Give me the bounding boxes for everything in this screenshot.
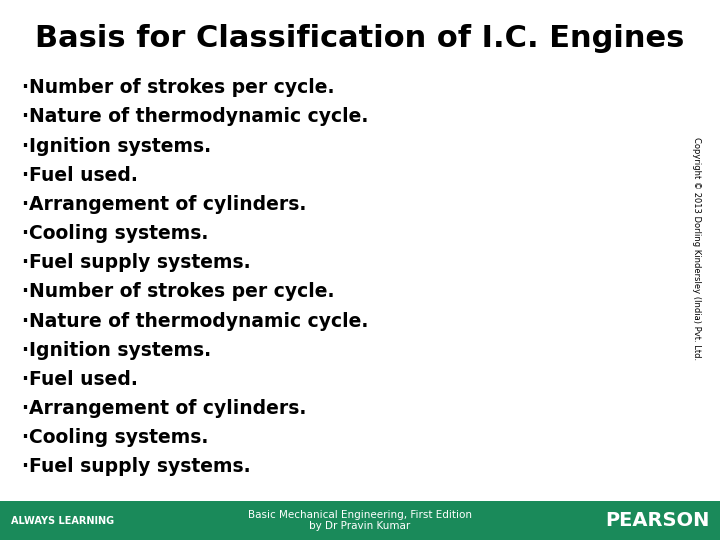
Text: ·Fuel supply systems.: ·Fuel supply systems. xyxy=(22,457,251,476)
Text: ·Ignition systems.: ·Ignition systems. xyxy=(22,137,211,156)
Text: ·Cooling systems.: ·Cooling systems. xyxy=(22,224,208,243)
Text: ·Fuel supply systems.: ·Fuel supply systems. xyxy=(22,253,251,272)
Text: ·Arrangement of cylinders.: ·Arrangement of cylinders. xyxy=(22,399,306,418)
Text: ·Cooling systems.: ·Cooling systems. xyxy=(22,428,208,447)
Text: ·Ignition systems.: ·Ignition systems. xyxy=(22,341,211,360)
Text: ·Fuel used.: ·Fuel used. xyxy=(22,166,138,185)
Text: ALWAYS LEARNING: ALWAYS LEARNING xyxy=(11,516,114,525)
Text: ·Arrangement of cylinders.: ·Arrangement of cylinders. xyxy=(22,195,306,214)
Text: ·Fuel used.: ·Fuel used. xyxy=(22,370,138,389)
Text: ·Nature of thermodynamic cycle.: ·Nature of thermodynamic cycle. xyxy=(22,107,368,126)
Text: PEARSON: PEARSON xyxy=(605,511,709,530)
Text: ·Number of strokes per cycle.: ·Number of strokes per cycle. xyxy=(22,78,334,97)
Text: Basis for Classification of I.C. Engines: Basis for Classification of I.C. Engines xyxy=(35,24,685,53)
Text: ·Nature of thermodynamic cycle.: ·Nature of thermodynamic cycle. xyxy=(22,312,368,330)
Bar xyxy=(0,501,720,540)
Text: Copyright © 2013 Dorling Kindersley (India) Pvt. Ltd.: Copyright © 2013 Dorling Kindersley (Ind… xyxy=(693,137,701,360)
Text: Basic Mechanical Engineering, First Edition
by Dr Pravin Kumar: Basic Mechanical Engineering, First Edit… xyxy=(248,510,472,531)
Text: ·Number of strokes per cycle.: ·Number of strokes per cycle. xyxy=(22,282,334,301)
